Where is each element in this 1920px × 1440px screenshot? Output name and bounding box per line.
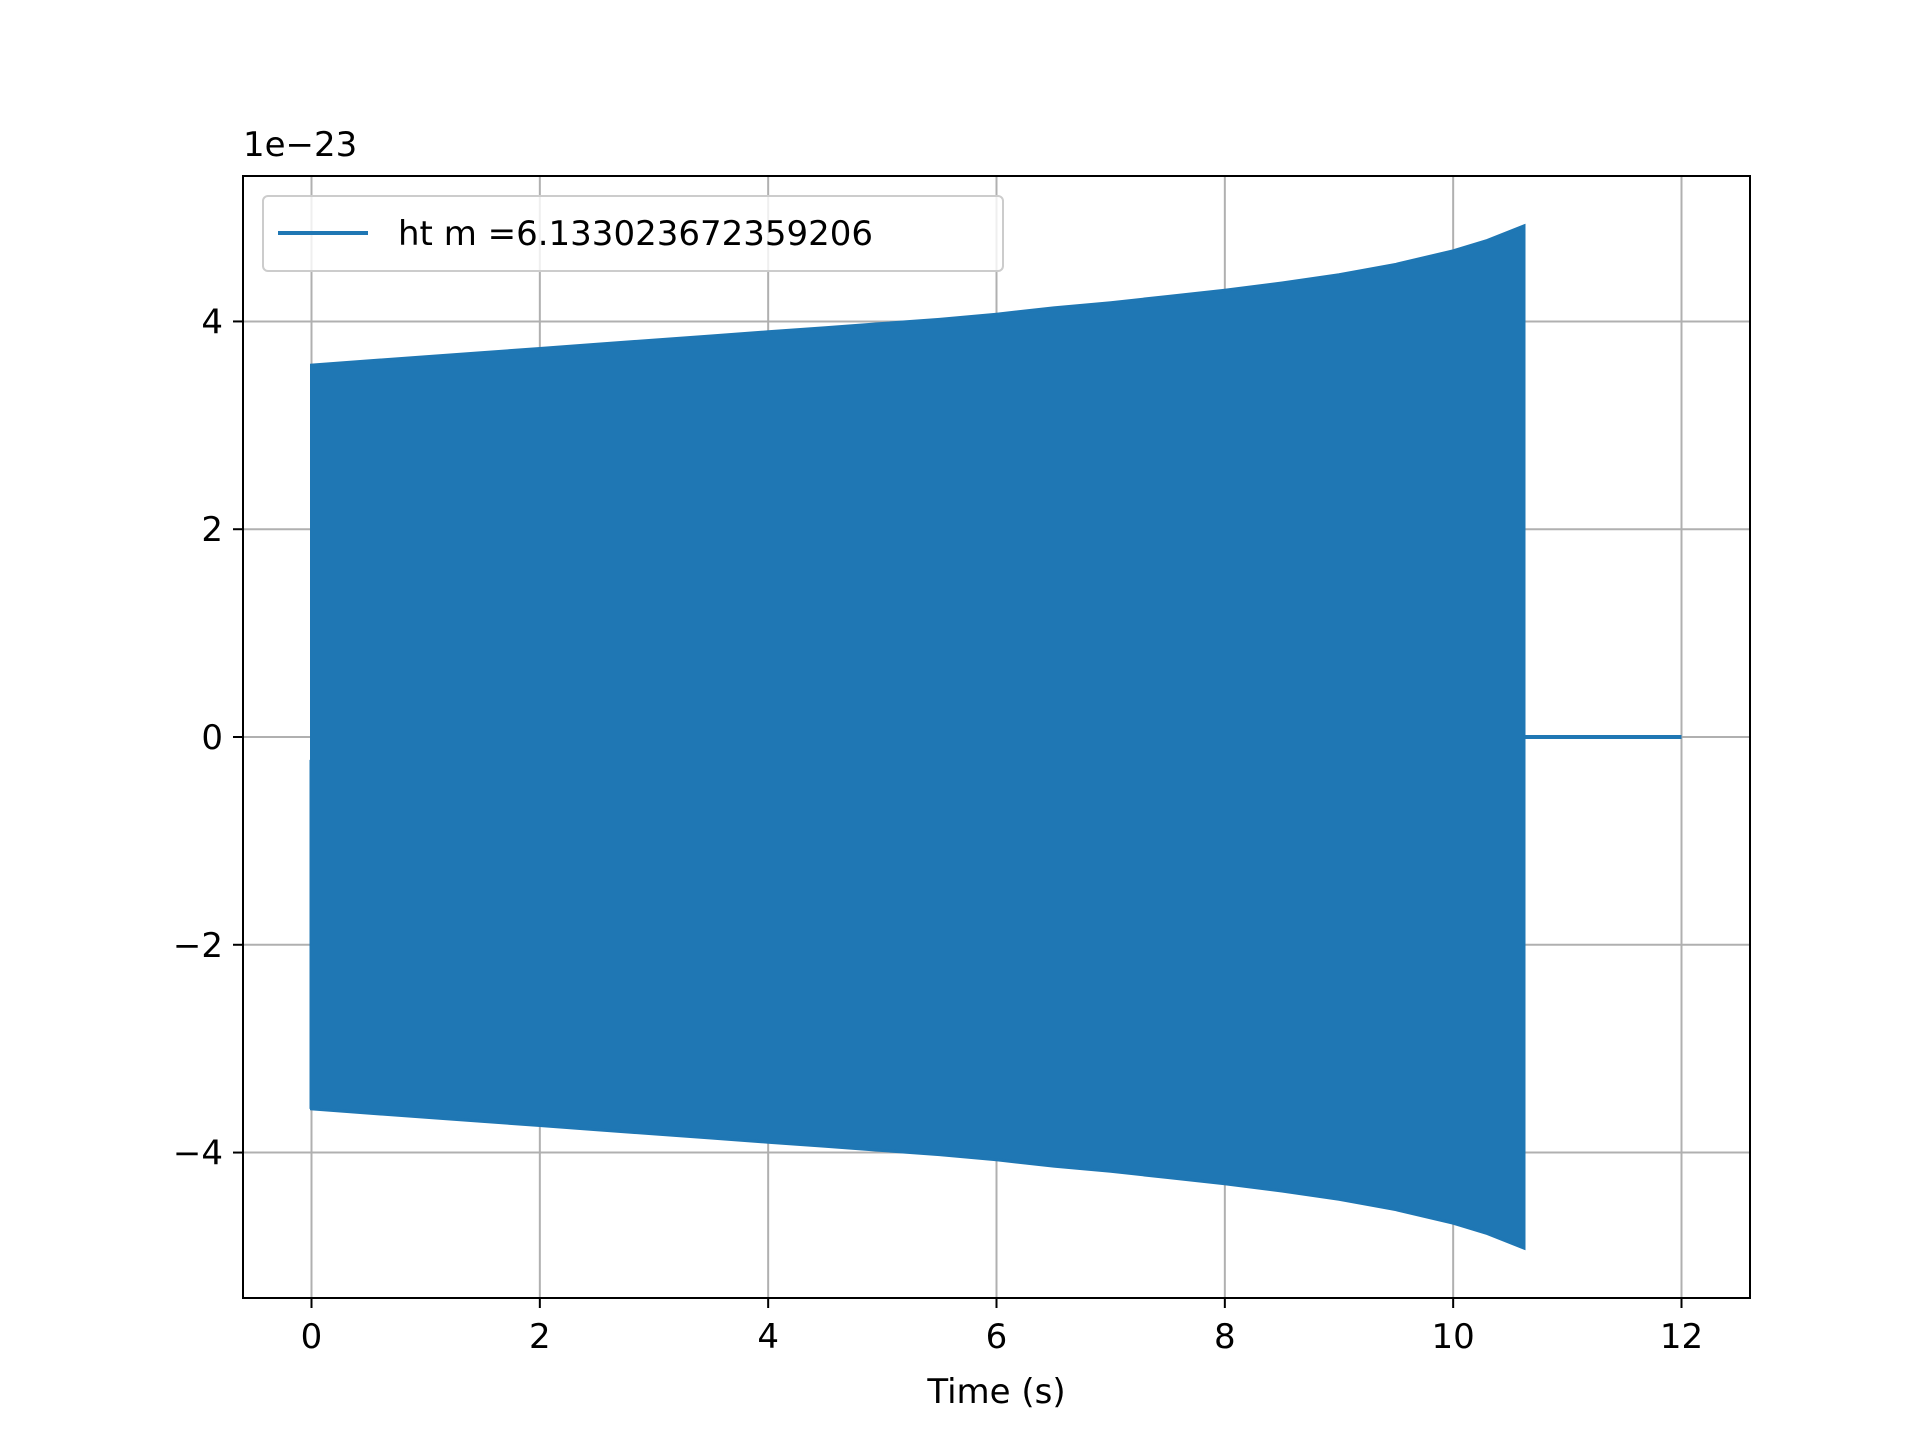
- plot-area: [309, 223, 1682, 1251]
- x-tick-label: 12: [1660, 1317, 1703, 1357]
- x-tick-label: 0: [301, 1317, 323, 1357]
- y-tick-label: 2: [201, 510, 223, 550]
- x-tick-label: 2: [529, 1317, 551, 1357]
- legend-box: [262, 195, 1004, 272]
- signal-envelope: [310, 223, 1526, 1251]
- y-axis-ticks: −4 −2 0 2 4: [173, 302, 243, 1174]
- y-axis-offset-label: 1e−23: [243, 125, 357, 165]
- y-tick-label: −2: [173, 926, 223, 966]
- x-tick-label: 6: [986, 1317, 1008, 1357]
- y-tick-label: 4: [201, 302, 223, 342]
- x-axis-label: Time (s): [926, 1372, 1065, 1412]
- x-tick-label: 10: [1432, 1317, 1475, 1357]
- y-tick-label: 0: [201, 718, 223, 758]
- x-tick-label: 4: [757, 1317, 779, 1357]
- x-tick-label: 8: [1214, 1317, 1236, 1357]
- legend-label: ht m =6.133023672359206: [398, 214, 873, 254]
- legend[interactable]: ht m =6.133023672359206: [262, 195, 1004, 272]
- x-axis-ticks: 0 2 4 6 8 10 12: [301, 1298, 1703, 1357]
- y-tick-label: −4: [173, 1134, 223, 1174]
